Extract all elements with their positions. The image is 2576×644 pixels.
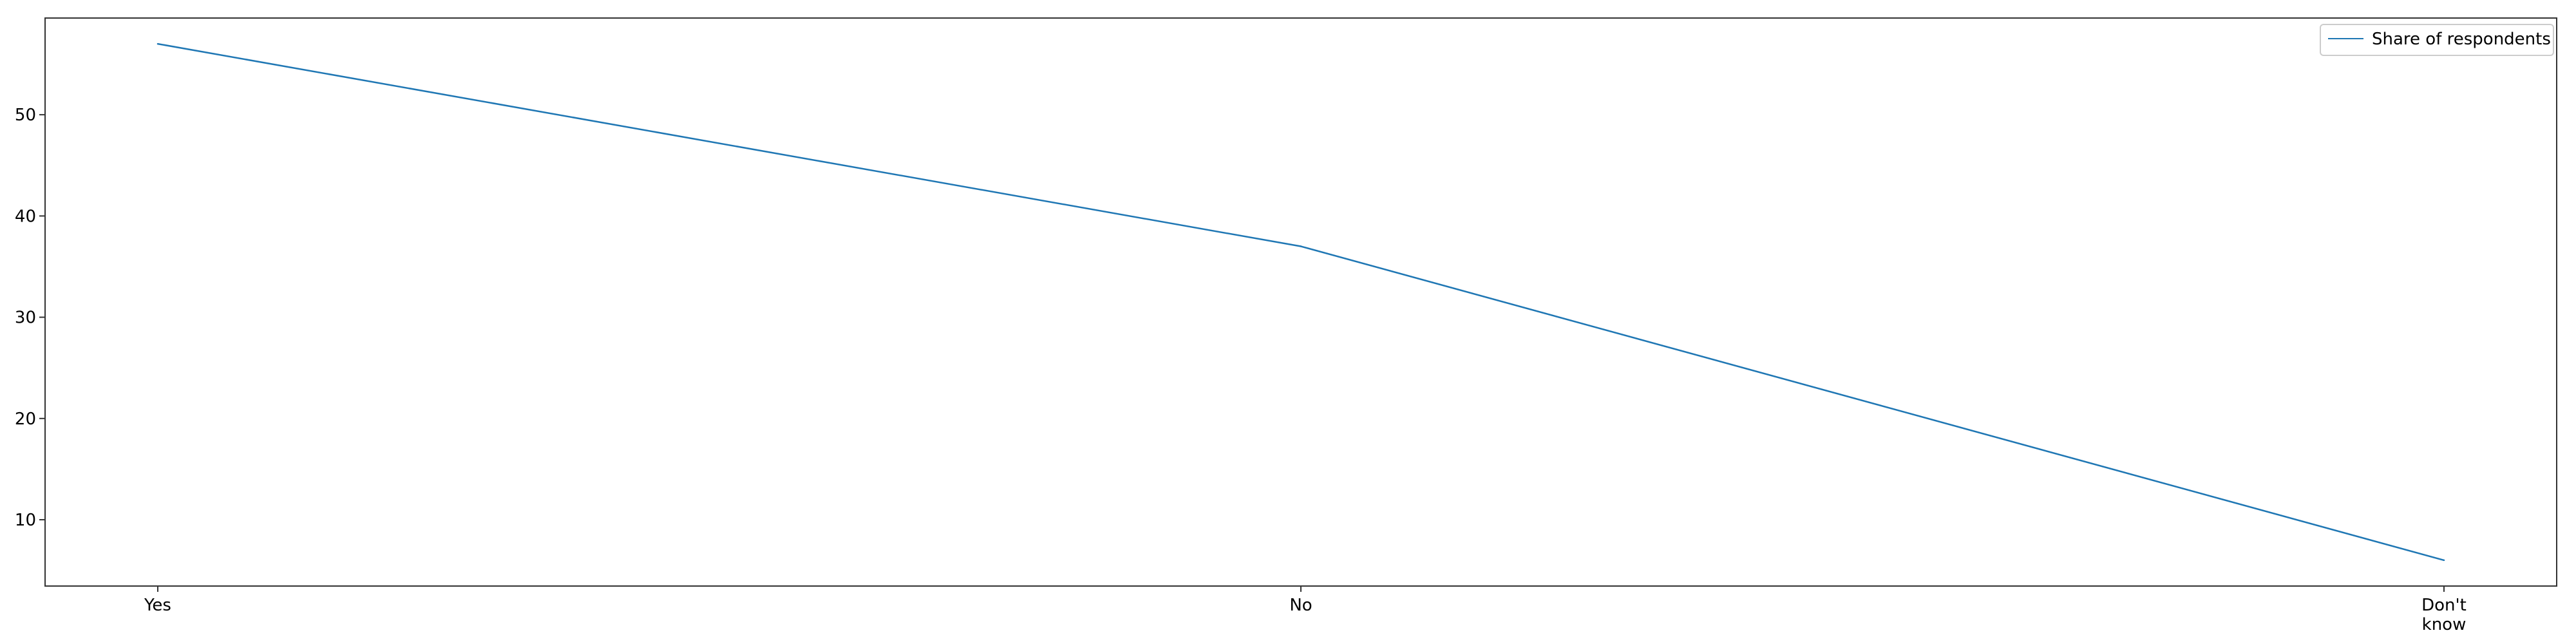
y-tick-label: 20: [15, 410, 36, 429]
data-point: [1300, 245, 1302, 247]
data-point: [156, 43, 159, 45]
x-axis-ticks: Yes No Don't know: [144, 586, 2467, 634]
y-tick-label: 10: [15, 511, 36, 530]
legend-box: [2320, 24, 2554, 56]
legend-label: Share of respondents: [2372, 30, 2551, 49]
data-point: [2443, 559, 2445, 562]
x-tick-label: Don't know: [2421, 596, 2467, 634]
series-layer: [156, 43, 2445, 562]
legend: Share of respondents: [2320, 24, 2554, 56]
x-tick-label: No: [1289, 596, 1312, 615]
x-tick-label: Yes: [144, 596, 171, 615]
y-tick-label: 40: [15, 207, 36, 226]
plot-area: [44, 17, 2557, 587]
y-tick-label: 30: [15, 308, 36, 328]
y-axis-ticks: 10 20 30 40 50: [15, 106, 45, 530]
y-tick-label: 50: [15, 106, 36, 125]
